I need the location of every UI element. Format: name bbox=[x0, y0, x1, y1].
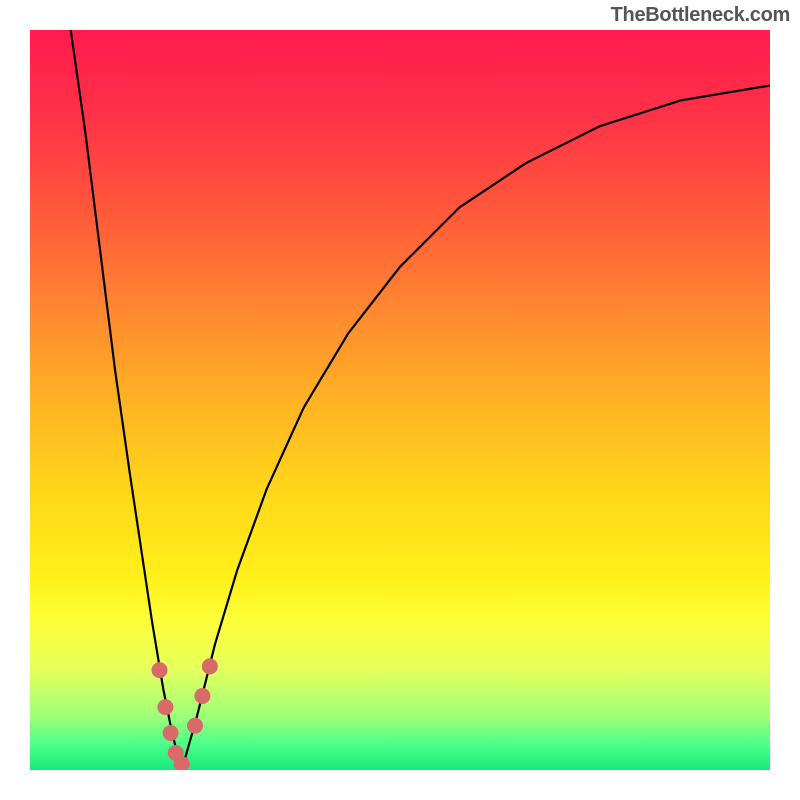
chart-root: TheBottleneck.com bbox=[0, 0, 800, 800]
plot-svg bbox=[30, 30, 770, 770]
watermark-text: TheBottleneck.com bbox=[611, 4, 790, 27]
data-marker bbox=[202, 658, 218, 674]
data-marker bbox=[194, 688, 210, 704]
plot-frame bbox=[30, 30, 770, 770]
gradient-background bbox=[30, 30, 770, 770]
data-marker bbox=[152, 662, 168, 678]
data-marker bbox=[163, 725, 179, 741]
data-marker bbox=[157, 699, 173, 715]
data-marker bbox=[187, 718, 203, 734]
